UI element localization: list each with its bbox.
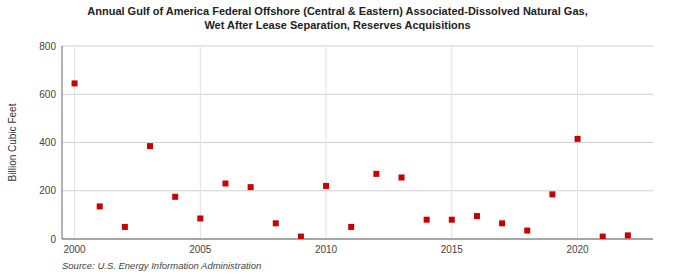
x-tick-label: 2010 bbox=[315, 244, 338, 255]
point bbox=[273, 220, 279, 226]
title-line: Annual Gulf of America Federal Offshore … bbox=[87, 5, 587, 17]
x-grid-line bbox=[74, 46, 75, 239]
x-grid-line bbox=[577, 46, 578, 239]
y-axis-line bbox=[62, 46, 63, 239]
points bbox=[72, 80, 631, 239]
x-tick-label: 2000 bbox=[63, 244, 86, 255]
x-tick-label: 2020 bbox=[566, 244, 589, 255]
point bbox=[625, 232, 631, 238]
point bbox=[399, 174, 405, 180]
y-tick-label: 600 bbox=[39, 89, 56, 100]
chart: Annual Gulf of America Federal Offshore … bbox=[0, 0, 675, 275]
y-tick-label: 0 bbox=[50, 234, 56, 245]
point bbox=[147, 143, 153, 149]
point bbox=[197, 215, 203, 221]
x-grid-line bbox=[451, 46, 452, 239]
point bbox=[298, 234, 304, 239]
point bbox=[474, 213, 480, 219]
y-tick-label: 200 bbox=[39, 185, 56, 196]
x-axis-line bbox=[62, 239, 653, 240]
point bbox=[172, 194, 178, 200]
point bbox=[524, 228, 530, 234]
point bbox=[549, 191, 555, 197]
point bbox=[373, 171, 379, 177]
point bbox=[348, 224, 354, 230]
point bbox=[222, 181, 228, 187]
y-tick-label: 400 bbox=[39, 137, 56, 148]
y-grid-line bbox=[62, 190, 653, 191]
source-note: Source: U.S. Energy Information Administ… bbox=[62, 260, 261, 271]
x-grid-line bbox=[326, 46, 327, 239]
y-grid-line bbox=[62, 94, 653, 95]
y-grid-line bbox=[62, 142, 653, 143]
point bbox=[575, 136, 581, 142]
x-grid-line bbox=[200, 46, 201, 239]
point bbox=[499, 220, 505, 226]
point bbox=[248, 184, 254, 190]
grid bbox=[62, 46, 653, 239]
title-line: Wet After Lease Separation, Reserves Acq… bbox=[204, 19, 470, 31]
point bbox=[323, 183, 329, 189]
y-axis-label: Billion Cubic Feet bbox=[7, 103, 18, 181]
y-grid-line bbox=[62, 239, 653, 240]
point bbox=[600, 234, 606, 239]
point bbox=[72, 80, 78, 86]
x-tick-label: 2005 bbox=[189, 244, 212, 255]
point bbox=[122, 224, 128, 230]
title: Annual Gulf of America Federal Offshore … bbox=[87, 5, 587, 31]
point bbox=[97, 203, 103, 209]
point bbox=[449, 217, 455, 223]
y-grid-line bbox=[62, 46, 653, 47]
x-tick-label: 2015 bbox=[441, 244, 464, 255]
point bbox=[424, 217, 430, 223]
y-tick-label: 800 bbox=[39, 41, 56, 52]
